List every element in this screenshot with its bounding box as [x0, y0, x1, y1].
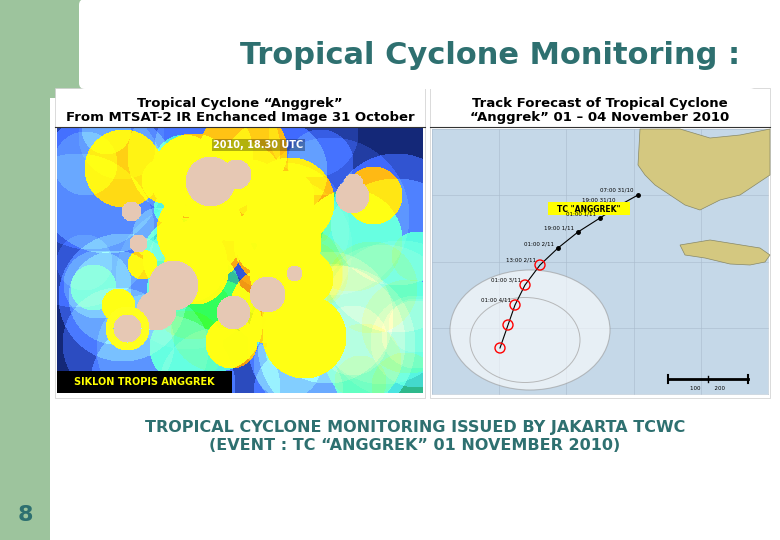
Text: 01:00 1/11: 01:00 1/11 [566, 211, 596, 216]
Text: 01:00 3/11: 01:00 3/11 [491, 278, 521, 283]
Text: 01:00 4/11: 01:00 4/11 [481, 298, 511, 303]
Bar [50, 0, 780, 90]
Bar [548, 202, 630, 215]
Text: 13:00 2/11: 13:00 2/11 [506, 258, 536, 263]
Text: (EVENT : TC “ANGGREK” 01 NOVEMBER 2010): (EVENT : TC “ANGGREK” 01 NOVEMBER 2010) [209, 438, 621, 453]
Text: 19:00 31/10: 19:00 31/10 [583, 198, 616, 203]
Text: TC "ANGGREK": TC "ANGGREK" [557, 205, 621, 213]
Bar [57, 371, 232, 393]
Text: “Anggrek” 01 – 04 November 2010: “Anggrek” 01 – 04 November 2010 [470, 111, 729, 124]
Text: TROPICAL CYCLONE MONITORING ISSUED BY JAKARTA TCWC: TROPICAL CYCLONE MONITORING ISSUED BY JA… [145, 420, 685, 435]
Polygon shape [638, 129, 770, 210]
Text: 2010, 18.30 UTC: 2010, 18.30 UTC [213, 140, 303, 150]
Bar [432, 129, 768, 394]
Bar [430, 88, 770, 398]
Text: Tropical Cyclone Monitoring :: Tropical Cyclone Monitoring : [240, 40, 740, 70]
Bar [55, 88, 425, 398]
Text: 100        200: 100 200 [690, 386, 725, 391]
FancyBboxPatch shape [79, 0, 756, 89]
Text: 8: 8 [17, 505, 33, 525]
Text: 01:00 2/11: 01:00 2/11 [524, 241, 554, 246]
Bar [0, 0, 50, 540]
Text: 19:00 1/11: 19:00 1/11 [544, 225, 574, 230]
Text: From MTSAT-2 IR Enchanced Image 31 October: From MTSAT-2 IR Enchanced Image 31 Octob… [66, 111, 414, 124]
FancyBboxPatch shape [0, 0, 138, 98]
Text: SIKLON TROPIS ANGGREK: SIKLON TROPIS ANGGREK [73, 377, 214, 387]
Polygon shape [680, 240, 770, 265]
Ellipse shape [450, 270, 610, 390]
Text: Track Forecast of Tropical Cyclone: Track Forecast of Tropical Cyclone [472, 97, 728, 110]
Text: Tropical Cyclone “Anggrek”: Tropical Cyclone “Anggrek” [137, 97, 343, 110]
Text: 07:00 31/10: 07:00 31/10 [601, 188, 634, 193]
